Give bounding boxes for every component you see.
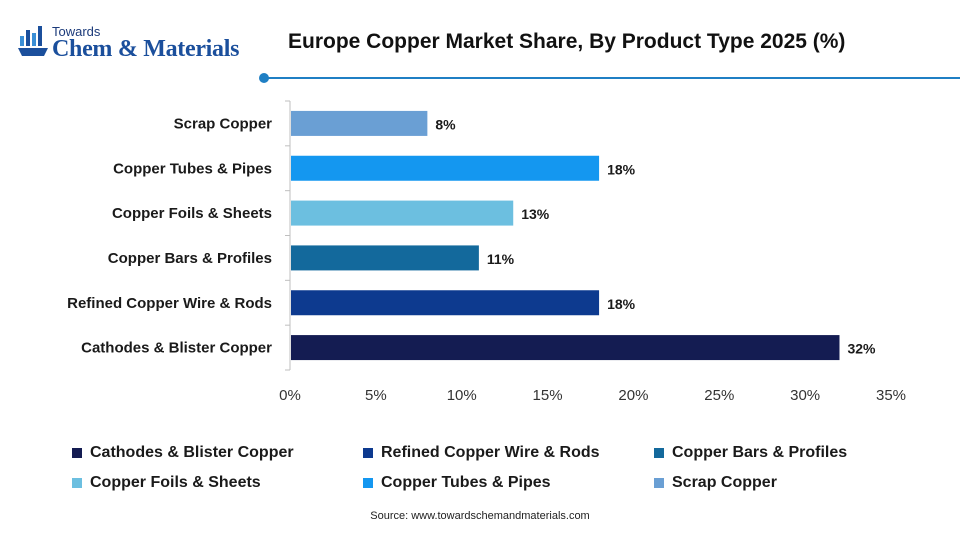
category-label: Refined Copper Wire & Rods — [67, 295, 272, 312]
legend-item: Cathodes & Blister Copper — [72, 444, 294, 462]
legend-item: Copper Foils & Sheets — [72, 474, 261, 492]
category-label: Copper Tubes & Pipes — [113, 160, 272, 177]
x-tick-label: 35% — [876, 387, 906, 404]
category-label: Copper Foils & Sheets — [112, 205, 272, 222]
legend-label: Copper Foils & Sheets — [90, 474, 261, 491]
x-tick-label: 30% — [790, 387, 820, 404]
x-tick-label: 10% — [447, 387, 477, 404]
x-tick-label: 15% — [533, 387, 563, 404]
x-tick-label: 20% — [618, 387, 648, 404]
legend-label: Copper Tubes & Pipes — [381, 474, 551, 491]
data-label: 8% — [435, 116, 456, 132]
legend-label: Copper Bars & Profiles — [672, 444, 848, 461]
legend-item: Copper Bars & Profiles — [654, 444, 847, 462]
legend-swatch — [363, 448, 373, 458]
chart-title: Europe Copper Market Share, By Product T… — [288, 30, 846, 53]
logo-top-text: Towards — [52, 24, 101, 39]
legend-item: Refined Copper Wire & Rods — [363, 444, 600, 462]
category-label: Copper Bars & Profiles — [108, 250, 272, 267]
source-note: Source: www.towardschemandmaterials.com — [370, 510, 590, 522]
x-tick-label: 0% — [279, 387, 301, 404]
legend-label: Refined Copper Wire & Rods — [381, 444, 600, 461]
legend-item: Scrap Copper — [654, 474, 777, 492]
logo: Towards Chem & Materials — [14, 18, 254, 68]
bar-2 — [291, 155, 600, 181]
x-tick-label: 5% — [365, 387, 387, 404]
legend-label: Cathodes & Blister Copper — [90, 444, 294, 461]
data-label: 18% — [607, 161, 636, 177]
flask-chart-icon — [18, 26, 48, 56]
title-underline — [259, 73, 960, 83]
bar-4 — [291, 245, 479, 271]
legend-swatch — [72, 448, 82, 458]
logo-main-text: Chem & Materials — [52, 36, 240, 62]
data-label: 11% — [487, 251, 515, 267]
legend-item: Copper Tubes & Pipes — [363, 474, 551, 492]
legend-swatch — [654, 448, 664, 458]
x-tick-label: 25% — [704, 387, 734, 404]
bar-6 — [291, 335, 840, 361]
legend-swatch — [72, 478, 82, 488]
data-label: 18% — [607, 296, 636, 312]
bar-chart: Scrap Copper 8% Copper Tubes & Pipes 18% Cop… — [67, 100, 906, 404]
data-label: 13% — [521, 206, 550, 222]
data-label: 32% — [847, 341, 876, 357]
bar-5 — [291, 290, 600, 316]
category-label: Cathodes & Blister Copper — [81, 340, 272, 357]
legend-swatch — [363, 478, 373, 488]
category-label: Scrap Copper — [174, 115, 273, 132]
legend-swatch — [654, 478, 664, 488]
bar-3 — [291, 200, 514, 226]
bar-1 — [291, 110, 428, 136]
legend-label: Scrap Copper — [672, 474, 777, 491]
